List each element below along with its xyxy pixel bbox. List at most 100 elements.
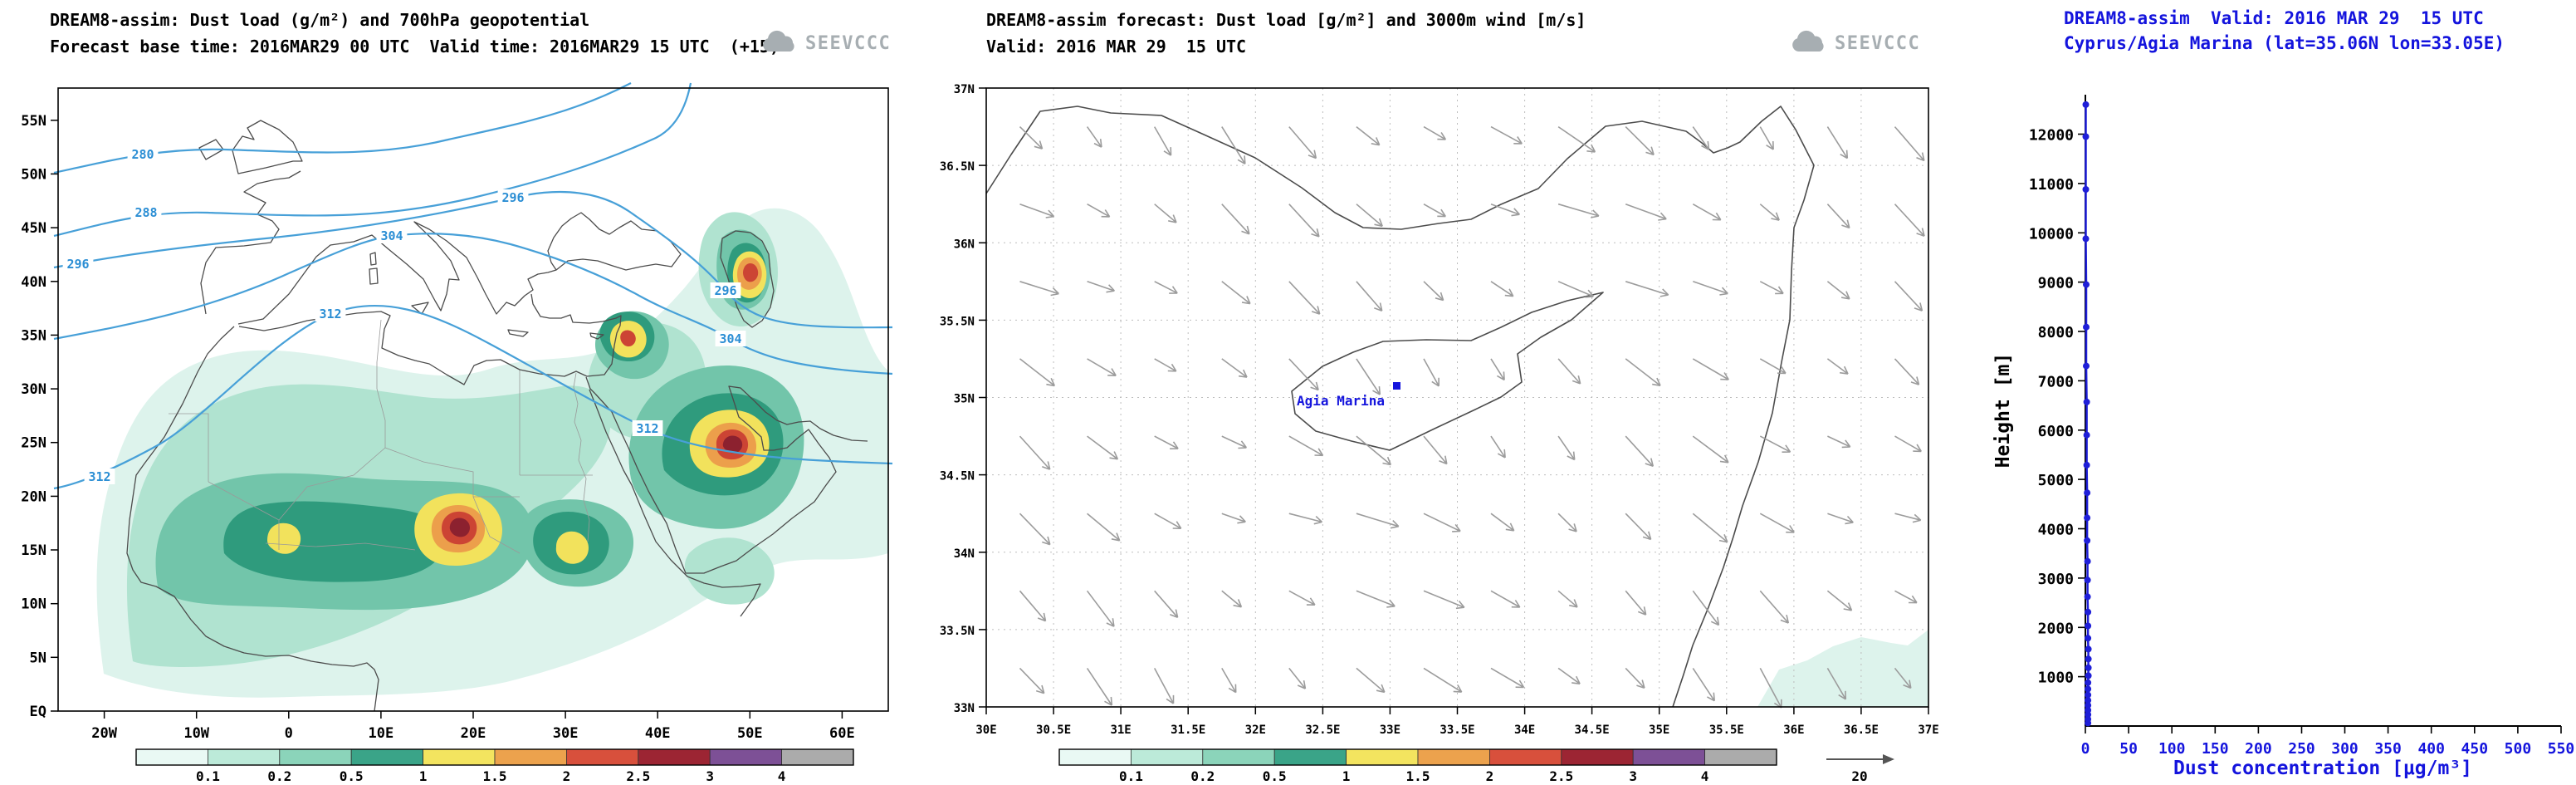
profile-point xyxy=(2084,593,2091,601)
contour-label: 296 xyxy=(501,190,524,205)
wind-arrow xyxy=(1490,203,1520,217)
profile-point xyxy=(2083,398,2090,405)
wind-arrow xyxy=(1288,590,1316,606)
profile-point xyxy=(2085,672,2092,680)
wind-arrow xyxy=(1692,358,1729,380)
wind-arrow xyxy=(1692,204,1722,221)
wind-arrow xyxy=(1894,435,1922,453)
wind-reference-arrowhead xyxy=(1883,754,1894,764)
wind-arrow xyxy=(1894,204,1925,237)
wind-arrow xyxy=(1087,281,1115,293)
dust-load-colorbar: 0.1 0.2 0.5 1 1.5 2 2.5 3 4 xyxy=(135,748,854,784)
wind-arrow xyxy=(1019,667,1045,694)
contour-label: 296 xyxy=(66,257,89,272)
wind-arrow xyxy=(1759,358,1787,375)
lat-tick-label: EQ xyxy=(30,704,46,720)
dust-contour-1.5-mali xyxy=(267,523,301,554)
colorbar-border xyxy=(1058,748,1777,766)
geopotential-contour-312 xyxy=(53,304,893,490)
station-marker-group: Agia Marina xyxy=(1297,382,1400,409)
wind-arrow xyxy=(1894,358,1920,385)
seevccc-logo: SEEVCCC xyxy=(1789,30,1920,56)
colorbar-label: 2.5 xyxy=(1549,768,1573,784)
wind-arrow xyxy=(1759,435,1791,453)
seevccc-logo-text: SEEVCCC xyxy=(1835,32,1921,54)
colorbar-segment xyxy=(638,748,711,766)
wind-arrow xyxy=(1221,281,1251,305)
colorbar-label: 1.5 xyxy=(483,768,507,784)
lon-tick-label: 33.5E xyxy=(1440,724,1474,737)
colorbar-segment xyxy=(566,748,639,766)
profile-point xyxy=(2084,489,2091,497)
lon-tick-label: 30E xyxy=(553,725,579,742)
dust-contour-2.5-caspian xyxy=(743,263,759,282)
contour-label: 304 xyxy=(380,228,403,243)
profile-point xyxy=(2083,461,2090,469)
lon-tick-label: 30E xyxy=(975,724,996,737)
y-tick-label: 10000 xyxy=(2029,225,2074,243)
lon-tick-label: 20W xyxy=(91,725,117,742)
wind-arrow xyxy=(1557,590,1578,608)
wind-arrow xyxy=(1356,358,1381,395)
wind-arrow xyxy=(1490,513,1515,532)
colorbar-segment xyxy=(1058,748,1132,766)
wind-arrow xyxy=(1490,125,1523,145)
wind-arrow xyxy=(1086,667,1113,706)
wind-arrow xyxy=(1288,435,1324,457)
wind-arrow xyxy=(1423,590,1465,610)
profile-point xyxy=(2085,691,2092,699)
profile-point xyxy=(2084,537,2091,544)
coastline-atlantic-europe xyxy=(200,170,301,315)
colorbar-label: 4 xyxy=(778,768,786,784)
x-tick-label: 200 xyxy=(2245,740,2272,758)
lon-tick-label: 34.5E xyxy=(1575,724,1610,737)
x-tick-label: 50 xyxy=(2119,740,2138,758)
coastlines-layer xyxy=(985,105,1815,708)
profile-point xyxy=(2085,655,2092,663)
contour-label-box xyxy=(130,204,162,220)
profile-point xyxy=(2083,323,2090,331)
lat-tick-label: 34.5N xyxy=(940,470,975,483)
colorbar-segment xyxy=(1346,748,1419,766)
wind-arrow xyxy=(1625,513,1652,541)
wind-arrow xyxy=(1692,667,1715,702)
seevccc-logo: SEEVCCC xyxy=(760,30,891,56)
lon-tick-label: 32.5E xyxy=(1305,724,1340,737)
colorbar-segment xyxy=(1561,748,1634,766)
x-tick-label: 300 xyxy=(2331,740,2358,758)
x-tick-label: 400 xyxy=(2417,740,2445,758)
contour-label-box xyxy=(715,331,746,346)
coastline-black-sea xyxy=(547,212,682,271)
panel2-title: DREAM8-assim forecast: Dust load [g/m²] … xyxy=(986,10,1586,30)
wind-reference-label: 20 xyxy=(1851,768,1867,784)
x-tick-label: 500 xyxy=(2505,740,2532,758)
wind-arrow xyxy=(1692,126,1710,150)
coastline-britain xyxy=(232,120,303,174)
panel1-forecast-time: Forecast base time: 2016MAR29 00 UTC Val… xyxy=(50,37,780,56)
lon-tick-label: 30.5E xyxy=(1036,724,1071,737)
wind-arrow xyxy=(1490,590,1521,608)
country-borders-layer xyxy=(169,319,593,554)
profile-point xyxy=(2082,133,2090,140)
contour-label-box xyxy=(315,306,346,321)
y-tick-label: 1000 xyxy=(2038,670,2074,687)
profile-point xyxy=(2082,101,2090,108)
contour-label: 296 xyxy=(714,283,736,298)
wind-arrow xyxy=(1625,590,1647,616)
colorbar-label: 3 xyxy=(1629,768,1637,784)
lon-tick-label: 10W xyxy=(183,725,209,742)
colorbar-label: 3 xyxy=(706,768,714,784)
contour-label: 304 xyxy=(719,331,741,346)
coastline-cyprus xyxy=(1291,292,1604,451)
wind-arrow xyxy=(1557,358,1581,385)
colorbar-label: 4 xyxy=(1701,768,1709,784)
wind-arrow xyxy=(1759,281,1784,295)
wind-arrow xyxy=(1423,358,1440,387)
profile-point xyxy=(2085,622,2092,630)
wind-arrow xyxy=(1154,435,1179,449)
wind-arrow xyxy=(1221,513,1246,524)
lat-tick-label: 15N xyxy=(21,542,46,559)
wind-arrow xyxy=(1490,358,1505,381)
lon-tick-label: 33E xyxy=(1380,724,1400,737)
wind-arrow xyxy=(1356,435,1392,466)
